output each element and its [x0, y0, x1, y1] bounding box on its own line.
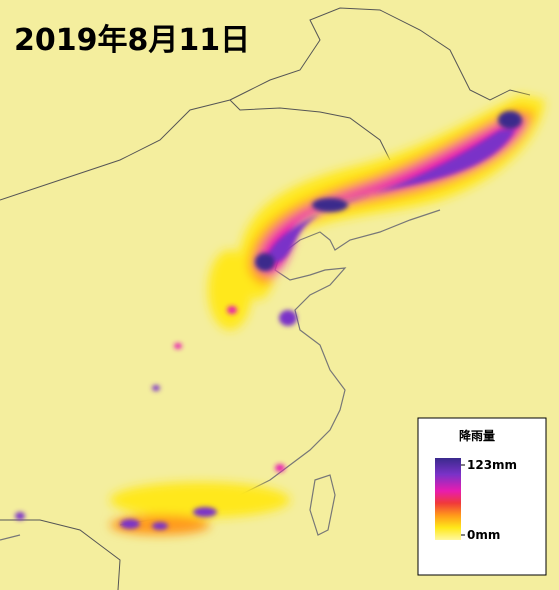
- legend-label: 123mm: [467, 458, 517, 472]
- rainfall: [15, 95, 545, 535]
- legend-title: 降雨量: [459, 428, 495, 443]
- legend: 降雨量: [417, 417, 547, 576]
- legend-label: 0mm: [467, 528, 500, 542]
- color-bar: [435, 458, 461, 540]
- map-title: 2019年8月11日: [14, 23, 250, 58]
- coastline: [0, 209, 441, 541]
- borders: [0, 7, 531, 590]
